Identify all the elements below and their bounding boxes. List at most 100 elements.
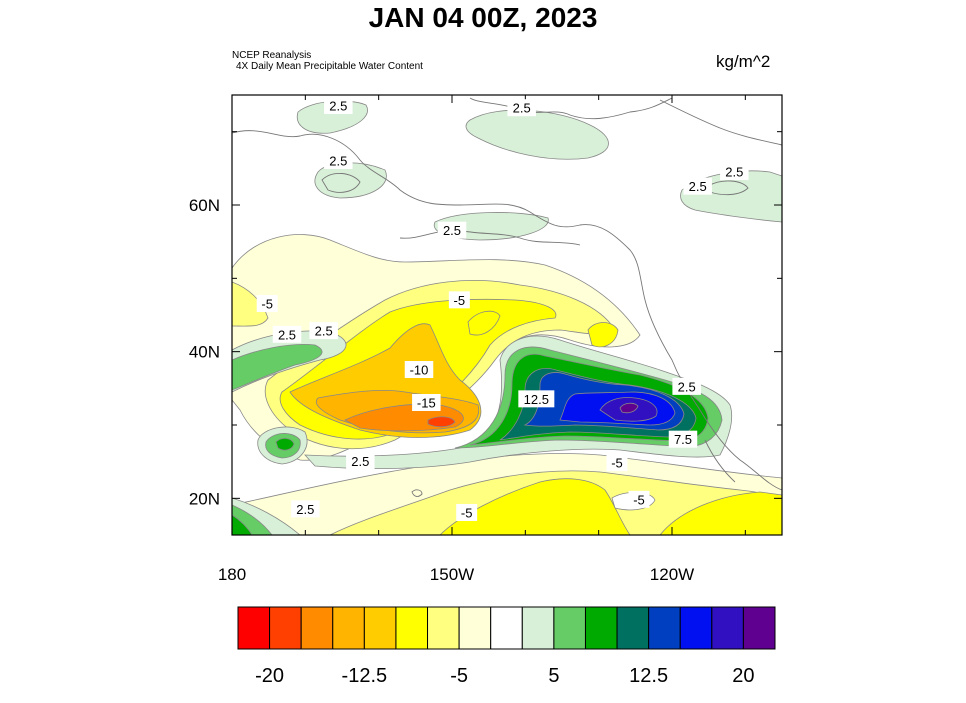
- contour-label: 2.5: [324, 97, 353, 114]
- contour-label-bg: [518, 390, 555, 408]
- contour-label-text: 2.5: [278, 327, 296, 342]
- contour-label-text: 2.5: [329, 154, 347, 169]
- contour-label: 2.5: [272, 325, 302, 343]
- contour-label-bg: [324, 152, 353, 169]
- colorbar-swatch: [616, 606, 650, 650]
- contour-label-bg: [437, 221, 467, 239]
- contour-label-text: -15: [417, 396, 436, 411]
- source-line-2: 4X Daily Mean Precipitable Water Content: [236, 61, 423, 72]
- contour-label-bg: [668, 430, 698, 448]
- contour-label-text: 2.5: [329, 99, 347, 114]
- map-frame: [231, 94, 783, 536]
- coastline-island: [707, 180, 749, 196]
- colorbar-tick-label: -12.5: [342, 665, 388, 687]
- contour-label-text: 12.5: [524, 392, 549, 407]
- contour-fills: [232, 100, 782, 535]
- contour-label-text: -5: [611, 456, 623, 471]
- contour-label: -5: [628, 490, 650, 508]
- contour-label-bg: [720, 163, 749, 180]
- contour-label-text: -5: [261, 297, 273, 312]
- contour-fill: [275, 438, 295, 451]
- contour-label: 2.5: [324, 152, 353, 169]
- colorbar-swatch: [648, 606, 681, 650]
- contour-label-text: 2.5: [443, 223, 461, 238]
- contour-label-bg: [412, 394, 441, 411]
- contour-label-bg: [507, 99, 536, 117]
- lon-tick-label: 180: [218, 565, 246, 584]
- colorbar-swatch: [679, 606, 713, 650]
- lat-tick-label: 60N: [189, 196, 220, 215]
- contour-label-bg: [272, 325, 302, 343]
- coastline-arctic: [232, 130, 782, 491]
- contour-fill: [587, 322, 619, 348]
- colorbar-swatch: [553, 606, 586, 650]
- contour-fill: [659, 491, 782, 535]
- contour-label-bg: [324, 97, 353, 114]
- contour-label-text: -5: [633, 492, 645, 507]
- contour-label-text: 2.5: [315, 324, 333, 339]
- contour-fill: [232, 281, 269, 327]
- contour-fill: [619, 402, 639, 414]
- contour-label-bg: [346, 452, 375, 470]
- contour-label-text: -10: [410, 363, 429, 378]
- lat-tick-label: 20N: [189, 489, 220, 508]
- contour-label: -5: [606, 454, 628, 472]
- colorbar-swatch: [427, 606, 460, 650]
- contour-label: 2.5: [672, 377, 701, 395]
- contour-fill: [467, 310, 501, 336]
- contour-label: 7.5: [668, 430, 698, 448]
- lat-tick-label: 40N: [189, 343, 220, 362]
- contour-label: 12.5: [518, 390, 555, 408]
- colorbar-swatch: [490, 606, 523, 650]
- contour-label: -15: [412, 394, 441, 411]
- contour-label-text: 2.5: [513, 101, 531, 116]
- contour-label: 2.5: [437, 221, 467, 239]
- contour-label-bg: [291, 500, 320, 518]
- colorbar-tick-label: 12.5: [629, 665, 668, 687]
- contour-label: -5: [256, 295, 278, 312]
- colorbar-swatch: [458, 606, 492, 650]
- contour-label-text: 7.5: [674, 432, 692, 447]
- colorbar-swatch: [300, 606, 334, 650]
- colorbar-labels: -20 -12.5 -5 5 12.5 20: [255, 665, 754, 687]
- axis-tick-labels: 180 150W 120W 60N 40N 20N: [189, 196, 694, 584]
- contour-fill: [232, 514, 253, 535]
- contour-label-text: 2.5: [689, 179, 707, 194]
- contour-labels: 2.5 2.5 2.5 2.5 2.5 2.5 -5 -5 2.5 2.5 -10 -15 12.5 2.…: [256, 97, 749, 521]
- contour-label-bg: [628, 490, 650, 508]
- coastlines: [232, 97, 782, 497]
- colorbar-swatch: [332, 606, 365, 650]
- lon-tick-label: 120W: [650, 565, 694, 584]
- contour-label-text: 2.5: [725, 165, 743, 180]
- contour-label-text: -5: [454, 293, 466, 308]
- contour-label: 2.5: [683, 177, 712, 195]
- colorbar-tick-label: 5: [548, 665, 559, 687]
- contour-label-bg: [606, 454, 628, 472]
- contour-label-bg: [309, 322, 338, 340]
- contour-label-bg: [672, 377, 701, 395]
- contour-label-bg: [683, 177, 712, 195]
- contour-label-text: -5: [461, 506, 473, 521]
- coastline-north-east: [659, 99, 782, 146]
- contour-label: -10: [404, 361, 434, 378]
- coastline-alaska: [399, 229, 581, 246]
- contour-label-bg: [404, 361, 434, 378]
- contour-label-text: 2.5: [351, 454, 369, 469]
- colorbar: [237, 606, 776, 650]
- contour-fill: [465, 109, 609, 160]
- contour-label: 2.5: [291, 500, 320, 518]
- colorbar-swatch: [237, 606, 271, 650]
- coastline-baja: [704, 439, 736, 483]
- contour-label: -5: [456, 504, 478, 521]
- source-line-1: NCEP Reanalysis: [232, 50, 312, 61]
- colorbar-swatch: [363, 606, 397, 650]
- colorbar-swatch: [521, 606, 555, 650]
- contour-label: 2.5: [309, 322, 338, 340]
- contour-fill: [427, 416, 456, 428]
- map-title: JAN 04 00Z, 2023: [368, 2, 598, 33]
- coastline-island: [321, 173, 361, 193]
- colorbar-swatch: [395, 606, 429, 650]
- contour-label-bg: [456, 504, 478, 521]
- colorbar-swatch: [584, 606, 618, 650]
